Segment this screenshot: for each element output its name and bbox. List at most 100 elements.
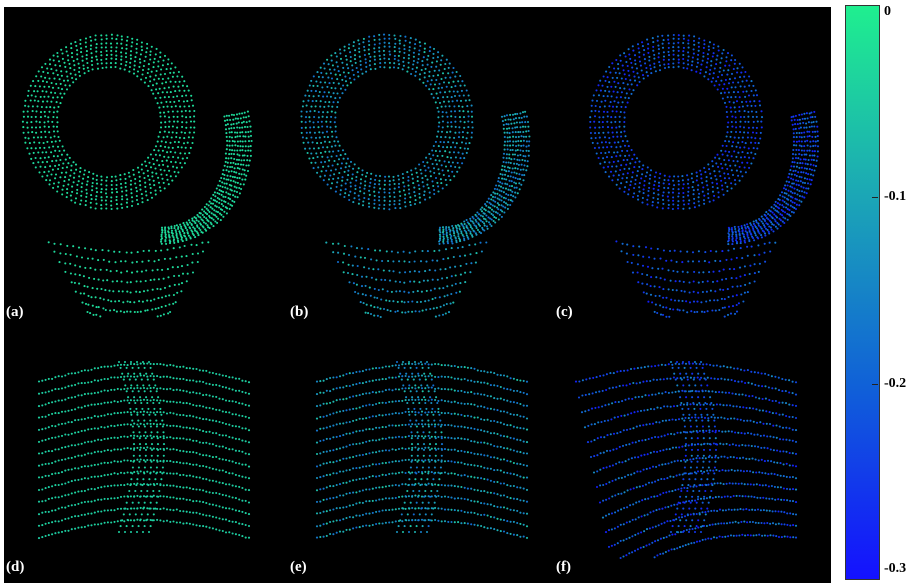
point	[591, 141, 594, 144]
point	[508, 153, 511, 156]
point	[710, 177, 713, 180]
point	[113, 472, 116, 475]
point	[123, 435, 126, 438]
point	[208, 430, 211, 433]
point	[103, 365, 106, 368]
point	[115, 46, 118, 49]
point	[498, 194, 501, 197]
point	[788, 172, 791, 175]
point	[103, 401, 106, 404]
point	[124, 64, 127, 67]
point	[781, 204, 784, 207]
point	[419, 260, 423, 263]
point	[146, 362, 149, 365]
point	[402, 181, 405, 184]
point	[808, 168, 811, 171]
point	[97, 475, 100, 478]
point	[91, 63, 94, 67]
point	[748, 229, 751, 232]
point	[115, 199, 118, 202]
point	[621, 140, 624, 143]
point	[441, 313, 445, 316]
point	[67, 517, 70, 520]
point	[441, 54, 444, 57]
point	[133, 301, 136, 304]
point	[452, 141, 455, 144]
point	[424, 270, 427, 273]
point	[100, 58, 103, 61]
point	[190, 223, 193, 227]
point	[730, 96, 733, 99]
point	[463, 126, 466, 129]
point	[198, 417, 201, 420]
point	[438, 69, 441, 72]
point	[47, 437, 50, 440]
point	[47, 170, 50, 173]
point	[142, 290, 146, 293]
point	[72, 59, 75, 62]
point	[97, 450, 100, 453]
point	[158, 164, 161, 167]
point	[760, 236, 763, 239]
point	[175, 472, 178, 475]
point	[135, 260, 138, 263]
point	[42, 70, 45, 73]
point	[70, 384, 73, 387]
point	[509, 175, 512, 178]
point	[522, 144, 525, 147]
point	[80, 199, 83, 202]
point	[695, 175, 699, 178]
point	[161, 160, 164, 163]
point	[352, 167, 355, 170]
point	[360, 285, 364, 288]
point	[344, 88, 347, 91]
point	[774, 214, 777, 218]
point	[462, 94, 465, 97]
point	[503, 211, 506, 214]
point	[726, 73, 729, 76]
point	[60, 434, 64, 437]
point	[695, 70, 698, 73]
point	[403, 260, 406, 263]
point	[175, 230, 178, 234]
point	[192, 439, 195, 442]
point	[774, 225, 777, 228]
point	[156, 287, 159, 290]
point	[783, 200, 786, 203]
point	[514, 167, 517, 170]
point	[493, 216, 496, 219]
point	[247, 524, 251, 528]
point	[241, 379, 244, 382]
point	[114, 175, 117, 178]
point	[104, 308, 107, 312]
point	[202, 221, 206, 224]
point	[27, 131, 30, 134]
point	[752, 228, 755, 232]
point	[90, 452, 93, 455]
point	[54, 425, 57, 428]
point	[211, 503, 214, 506]
point	[142, 172, 145, 175]
point	[129, 57, 132, 60]
point	[633, 153, 636, 156]
point	[816, 130, 819, 133]
point	[726, 288, 729, 291]
point	[129, 310, 132, 313]
point	[64, 458, 67, 461]
point	[181, 95, 184, 98]
point	[37, 161, 40, 164]
point	[95, 187, 98, 190]
point	[451, 71, 454, 74]
point	[184, 225, 187, 228]
point	[675, 260, 678, 263]
point	[191, 136, 194, 139]
point	[139, 422, 142, 425]
point	[34, 166, 37, 169]
point	[808, 154, 811, 157]
point	[169, 363, 172, 366]
point	[135, 51, 138, 54]
point	[172, 302, 175, 305]
point	[413, 270, 416, 273]
point	[232, 194, 235, 197]
point	[414, 199, 417, 202]
